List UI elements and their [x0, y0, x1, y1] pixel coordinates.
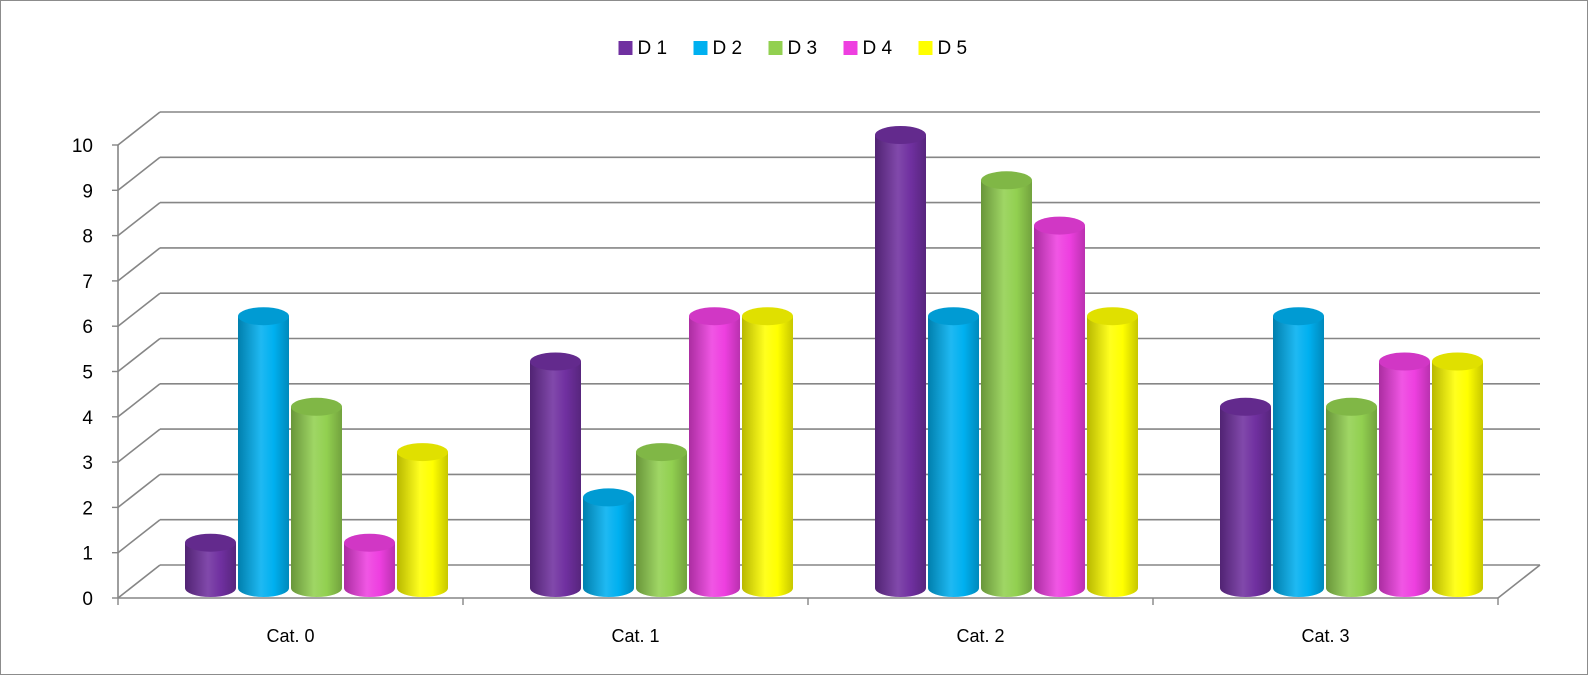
legend-item: D 1 [618, 38, 668, 59]
legend-swatch [918, 41, 933, 55]
bar [1326, 397, 1377, 597]
legend-label: D 3 [788, 38, 818, 59]
x-tick-label: Cat. 0 [266, 626, 314, 646]
bar [928, 307, 979, 597]
legend-item: D 4 [843, 38, 893, 59]
x-tick-label: Cat. 1 [611, 626, 659, 646]
y-tick-label: 8 [82, 227, 93, 248]
x-tick-label: Cat. 3 [1301, 626, 1349, 646]
legend-label: D 4 [863, 38, 893, 59]
y-tick-label: 0 [82, 589, 93, 610]
gridline [117, 337, 1540, 373]
gridline [117, 564, 161, 599]
gridline [117, 111, 1540, 146]
legend-item: D 5 [918, 38, 968, 59]
bars [185, 126, 1483, 598]
bar [1087, 307, 1138, 597]
legend-item: D 2 [693, 38, 743, 59]
x-axis-ticks: Cat. 0 Cat. 1 Cat. 2 Cat. 3 [117, 598, 1499, 646]
bar [530, 352, 581, 597]
bar [185, 533, 236, 597]
bar [742, 307, 793, 597]
legend-item: D 3 [768, 38, 818, 59]
legend-label: D 2 [713, 38, 743, 59]
bar [1034, 216, 1085, 597]
bar [1379, 352, 1430, 597]
y-tick-label: 1 [82, 544, 93, 565]
gridline [117, 201, 1540, 237]
legend-swatch [843, 41, 858, 55]
bar [583, 488, 634, 597]
bar [1220, 397, 1271, 597]
gridline [117, 156, 1540, 191]
bar [1273, 307, 1324, 597]
legend: D 1 D 2 D 3 D 4 D 5 [618, 38, 968, 59]
bar [875, 126, 926, 597]
y-tick-label: 5 [82, 363, 93, 384]
legend-label: D 1 [638, 38, 668, 59]
bar [636, 443, 687, 597]
legend-swatch [768, 41, 783, 55]
legend-swatch [618, 41, 633, 55]
bar [291, 397, 342, 597]
floor-right-edge [1497, 564, 1541, 599]
gridline [117, 247, 1540, 282]
y-tick-label: 4 [82, 408, 93, 429]
legend-swatch [693, 41, 708, 55]
bar [238, 307, 289, 597]
y-tick-label: 10 [72, 136, 93, 157]
bar [344, 533, 395, 597]
y-tick-label: 7 [82, 272, 93, 293]
y-tick-label: 3 [82, 453, 93, 474]
y-tick-label: 6 [82, 317, 93, 338]
y-tick-label: 2 [82, 498, 93, 519]
bar [981, 171, 1032, 598]
legend-label: D 5 [938, 38, 968, 59]
y-axis-ticks: 0 1 2 3 4 5 6 7 8 9 10 [72, 136, 118, 610]
bar [689, 307, 740, 597]
gridline [117, 292, 1540, 327]
bar [397, 443, 448, 597]
x-tick-label: Cat. 2 [956, 626, 1004, 646]
y-tick-label: 9 [82, 181, 93, 202]
bar [1432, 352, 1483, 597]
